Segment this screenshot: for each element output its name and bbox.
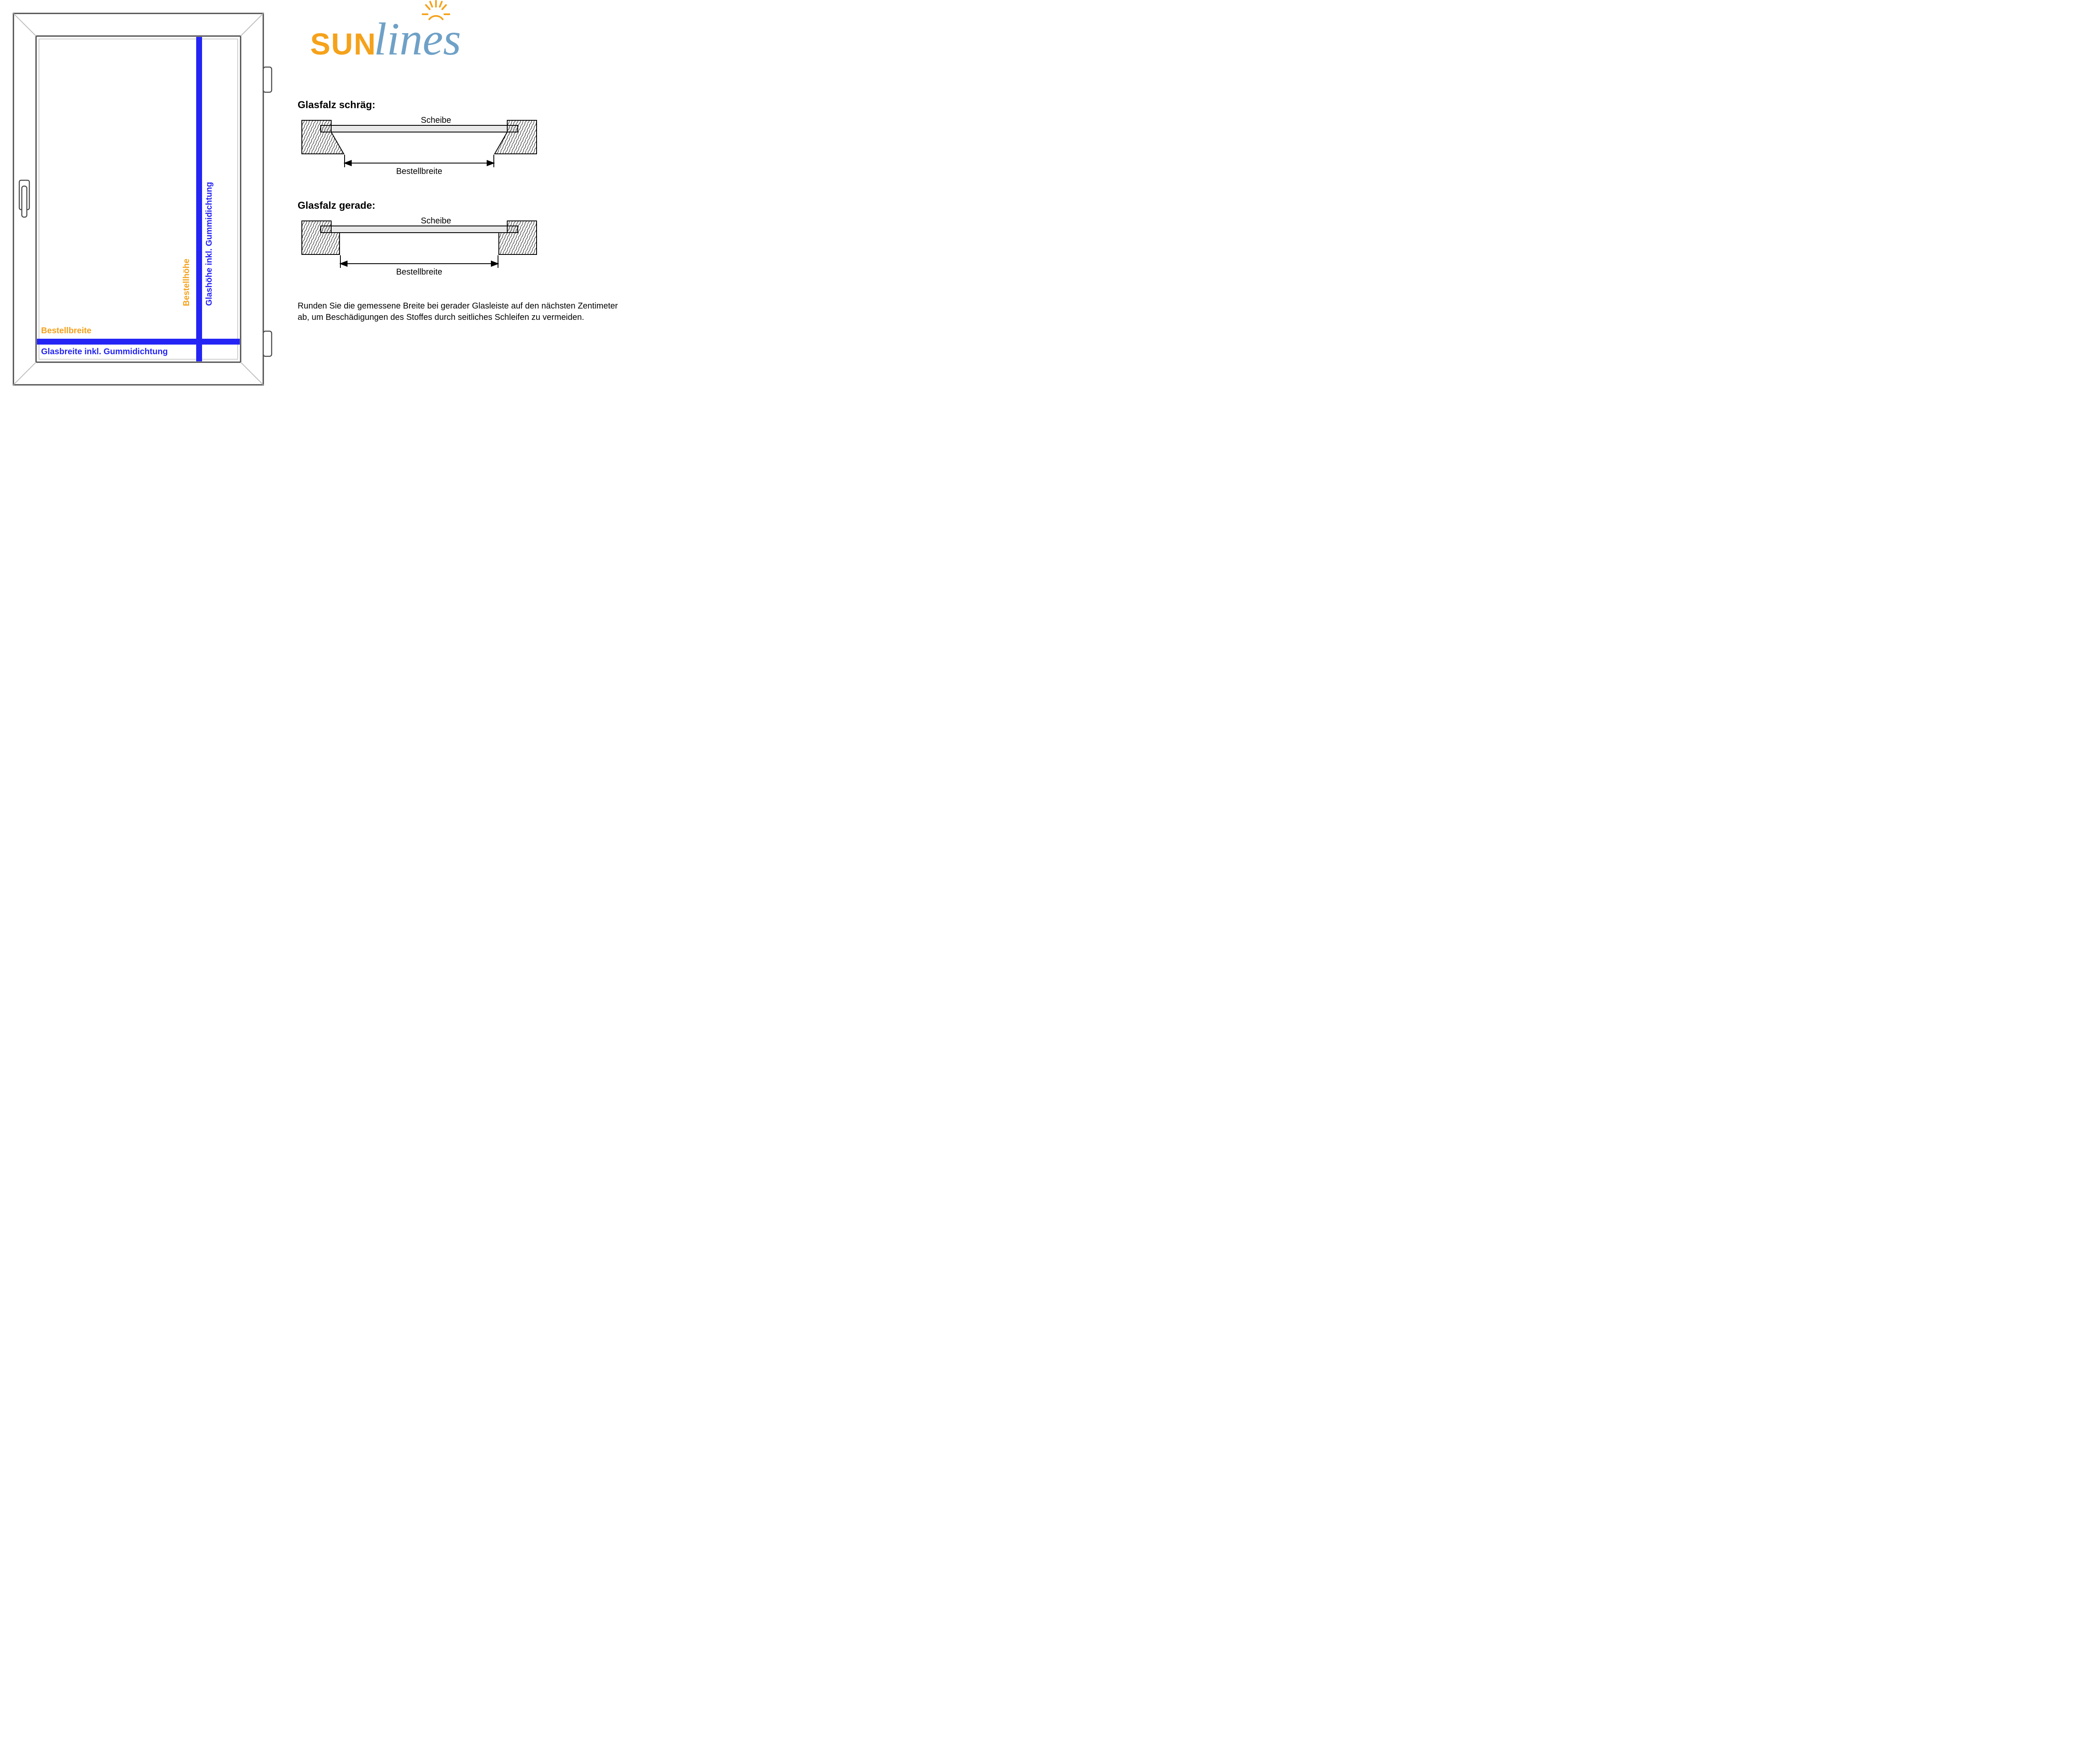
glasbreite-line <box>37 339 240 345</box>
glashoehe-label: Glashöhe inkl. Gummidichtung <box>205 182 214 306</box>
bestellbreite-label: Bestellbreite <box>41 326 91 336</box>
bestellbreite-label-gerade: Bestellbreite <box>396 267 442 277</box>
glasbreite-label: Glasbreite inkl. Gummidichtung <box>41 347 168 357</box>
hinge-bottom <box>263 331 272 356</box>
section-schraeg: Glasfalz schräg: Scheibe <box>298 99 625 183</box>
scheibe-label-schraeg: Scheibe <box>421 116 451 125</box>
window-diagram: Bestellhöhe Glashöhe inkl. Gummidichtung… <box>13 13 272 386</box>
bestellhoehe-label: Bestellhöhe <box>182 259 192 306</box>
rounding-note: Runden Sie die gemessene Breite bei gera… <box>298 301 625 323</box>
section-gerade-svg: Scheibe Bestellbreite <box>298 217 541 284</box>
hinge-top <box>263 67 272 92</box>
bestellbreite-label-schraeg: Bestellbreite <box>396 167 442 176</box>
sunlines-logo: SUN lines <box>310 13 625 66</box>
glashoehe-line <box>196 37 202 361</box>
section-schraeg-title: Glasfalz schräg: <box>298 99 625 111</box>
scheibe-label-gerade: Scheibe <box>421 217 451 226</box>
section-gerade: Glasfalz gerade: Scheibe <box>298 200 625 284</box>
sun-icon <box>419 0 453 29</box>
section-schraeg-svg: Scheibe Bestellbreite <box>298 116 541 183</box>
section-gerade-title: Glasfalz gerade: <box>298 200 625 212</box>
logo-sun-text: SUN <box>310 27 376 62</box>
